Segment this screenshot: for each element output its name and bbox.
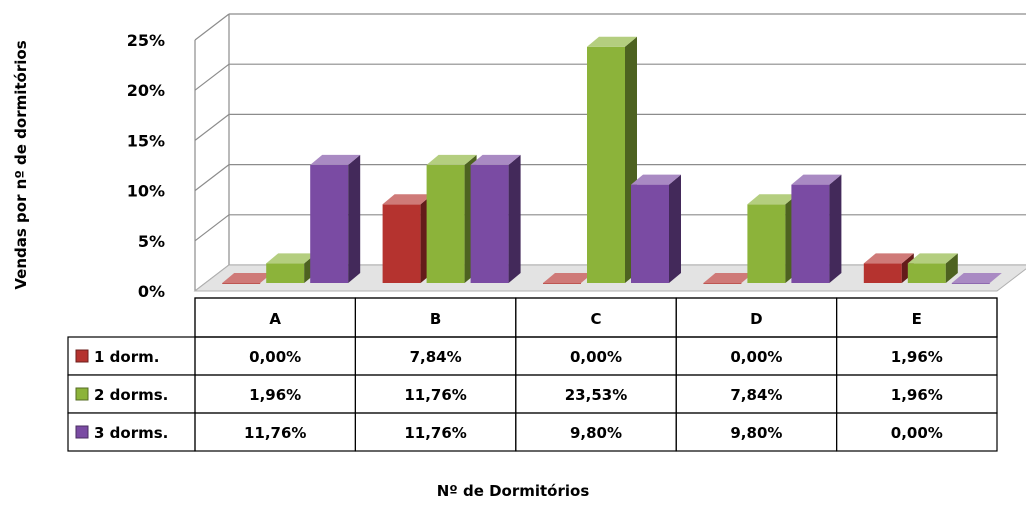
bar — [587, 46, 625, 283]
data-label: 9,80% — [730, 424, 782, 442]
bar-top — [470, 154, 521, 165]
data-label: 11,76% — [404, 386, 466, 404]
bar-top — [310, 154, 361, 165]
bar-top — [907, 253, 958, 264]
x-tick-label: B — [430, 310, 441, 328]
table-row-header — [67, 336, 196, 376]
bar-side — [945, 253, 958, 283]
data-label: 1,96% — [891, 348, 943, 366]
bar — [907, 263, 946, 283]
legend-swatch — [75, 349, 89, 363]
bar-top — [266, 253, 317, 264]
bar — [951, 283, 990, 284]
bar — [470, 164, 509, 283]
gridline-side — [194, 164, 230, 192]
bar-side — [829, 174, 842, 283]
data-label: 7,84% — [730, 386, 782, 404]
bar-top — [543, 273, 593, 283]
bar — [543, 283, 581, 284]
legend-label: 3 dorms. — [94, 424, 168, 442]
legend-label: 2 dorms. — [94, 386, 168, 404]
y-tick-label: 20% — [127, 81, 165, 100]
bar-top — [747, 194, 798, 205]
bar-top — [222, 273, 273, 283]
y-tick-label: 0% — [138, 282, 165, 301]
bar-top — [587, 36, 637, 47]
data-label: 0,00% — [730, 348, 782, 366]
table-row-header — [67, 412, 196, 452]
bar-top — [703, 273, 754, 283]
y-tick-label: 5% — [138, 232, 165, 251]
x-tick-label: E — [912, 310, 922, 328]
bar — [791, 184, 830, 283]
data-label: 1,96% — [891, 386, 943, 404]
gridline-side — [194, 63, 230, 91]
bar-side — [669, 174, 681, 283]
data-label: 11,76% — [244, 424, 306, 442]
bar-top — [863, 253, 914, 264]
data-label: 11,76% — [404, 424, 466, 442]
bar — [310, 164, 349, 283]
gridline-side — [194, 113, 230, 141]
bar-top — [631, 174, 681, 185]
bar-top — [951, 273, 1002, 283]
bar — [266, 263, 305, 283]
bar-top — [791, 174, 842, 185]
gridline-side — [194, 13, 230, 41]
bar-top — [382, 194, 433, 205]
data-label: 9,80% — [570, 424, 622, 442]
data-label: 23,53% — [565, 386, 627, 404]
bar-top — [426, 154, 477, 165]
data-label: 1,96% — [249, 386, 301, 404]
y-axis-title: Vendas por nº de dormitórios — [12, 40, 30, 289]
data-label: 0,00% — [570, 348, 622, 366]
bar — [631, 184, 669, 283]
data-label: 0,00% — [249, 348, 301, 366]
data-label: 7,84% — [410, 348, 462, 366]
y-tick-label: 25% — [127, 31, 165, 50]
y-tick-label: 10% — [127, 182, 165, 201]
bar-side — [348, 154, 361, 283]
bar — [426, 164, 465, 283]
legend-label: 1 dorm. — [94, 348, 159, 366]
bar — [747, 204, 786, 283]
x-tick-label: D — [750, 310, 762, 328]
table-row-header — [67, 374, 196, 414]
y-tick-label: 15% — [127, 131, 165, 150]
x-tick-label: A — [269, 310, 281, 328]
bar — [863, 263, 902, 283]
x-tick-label: C — [590, 310, 601, 328]
gridline-side — [194, 214, 230, 242]
table-cell — [835, 412, 998, 452]
legend-swatch — [75, 387, 89, 401]
legend-swatch — [75, 425, 89, 439]
bar — [222, 283, 261, 284]
bar — [703, 283, 742, 284]
bar-side — [508, 154, 521, 283]
data-label: 0,00% — [891, 424, 943, 442]
x-axis-title: Nº de Dormitórios — [437, 482, 590, 500]
bar — [382, 204, 421, 283]
